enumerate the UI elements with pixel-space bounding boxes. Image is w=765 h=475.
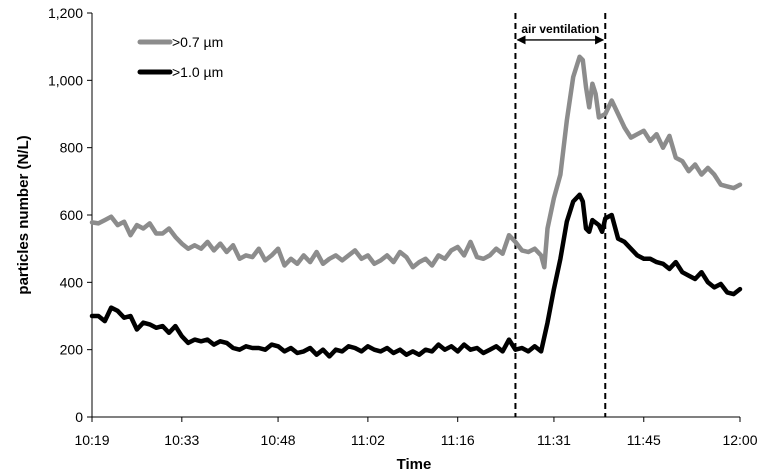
y-tick-label: 600 (60, 207, 84, 223)
series-line-1 (89, 192, 743, 359)
x-tick-label: 11:31 (537, 432, 571, 448)
y-axis-title: particles number (N/L) (15, 135, 32, 294)
x-tick-label: 10:48 (261, 432, 296, 448)
x-axis-title: Time (397, 456, 432, 473)
x-tick-label: 11:45 (627, 432, 661, 448)
x-tick-label: 11:16 (441, 432, 475, 448)
axis-labels: Time particles number (N/L) (15, 135, 431, 473)
x-tick-label: 10:33 (164, 432, 199, 448)
y-tick-label: 800 (60, 140, 84, 156)
y-tick-label: 1,200 (48, 5, 83, 21)
axes: 0 200 400 600 800 1,000 1,200 10:19 10:33 10:48 11… (48, 5, 758, 448)
series-lines (89, 54, 743, 359)
y-tick-label: 0 (75, 409, 83, 425)
y-tick-label: 400 (60, 274, 84, 290)
x-tick-label: 10:19 (74, 432, 109, 448)
annotations: air ventilation (514, 13, 607, 417)
x-tick-label: 12:00 (722, 432, 757, 448)
legend-label-1: >1.0 µm (172, 64, 223, 80)
legend: >0.7 µm >1.0 µm (137, 34, 223, 80)
series-line-0 (89, 54, 743, 270)
ventilation-label: air ventilation (521, 22, 599, 36)
x-tick-label: 11:02 (351, 432, 385, 448)
y-tick-label: 1,000 (48, 72, 83, 88)
y-tick-label: 200 (60, 342, 84, 358)
legend-label-0: >0.7 µm (172, 34, 223, 50)
